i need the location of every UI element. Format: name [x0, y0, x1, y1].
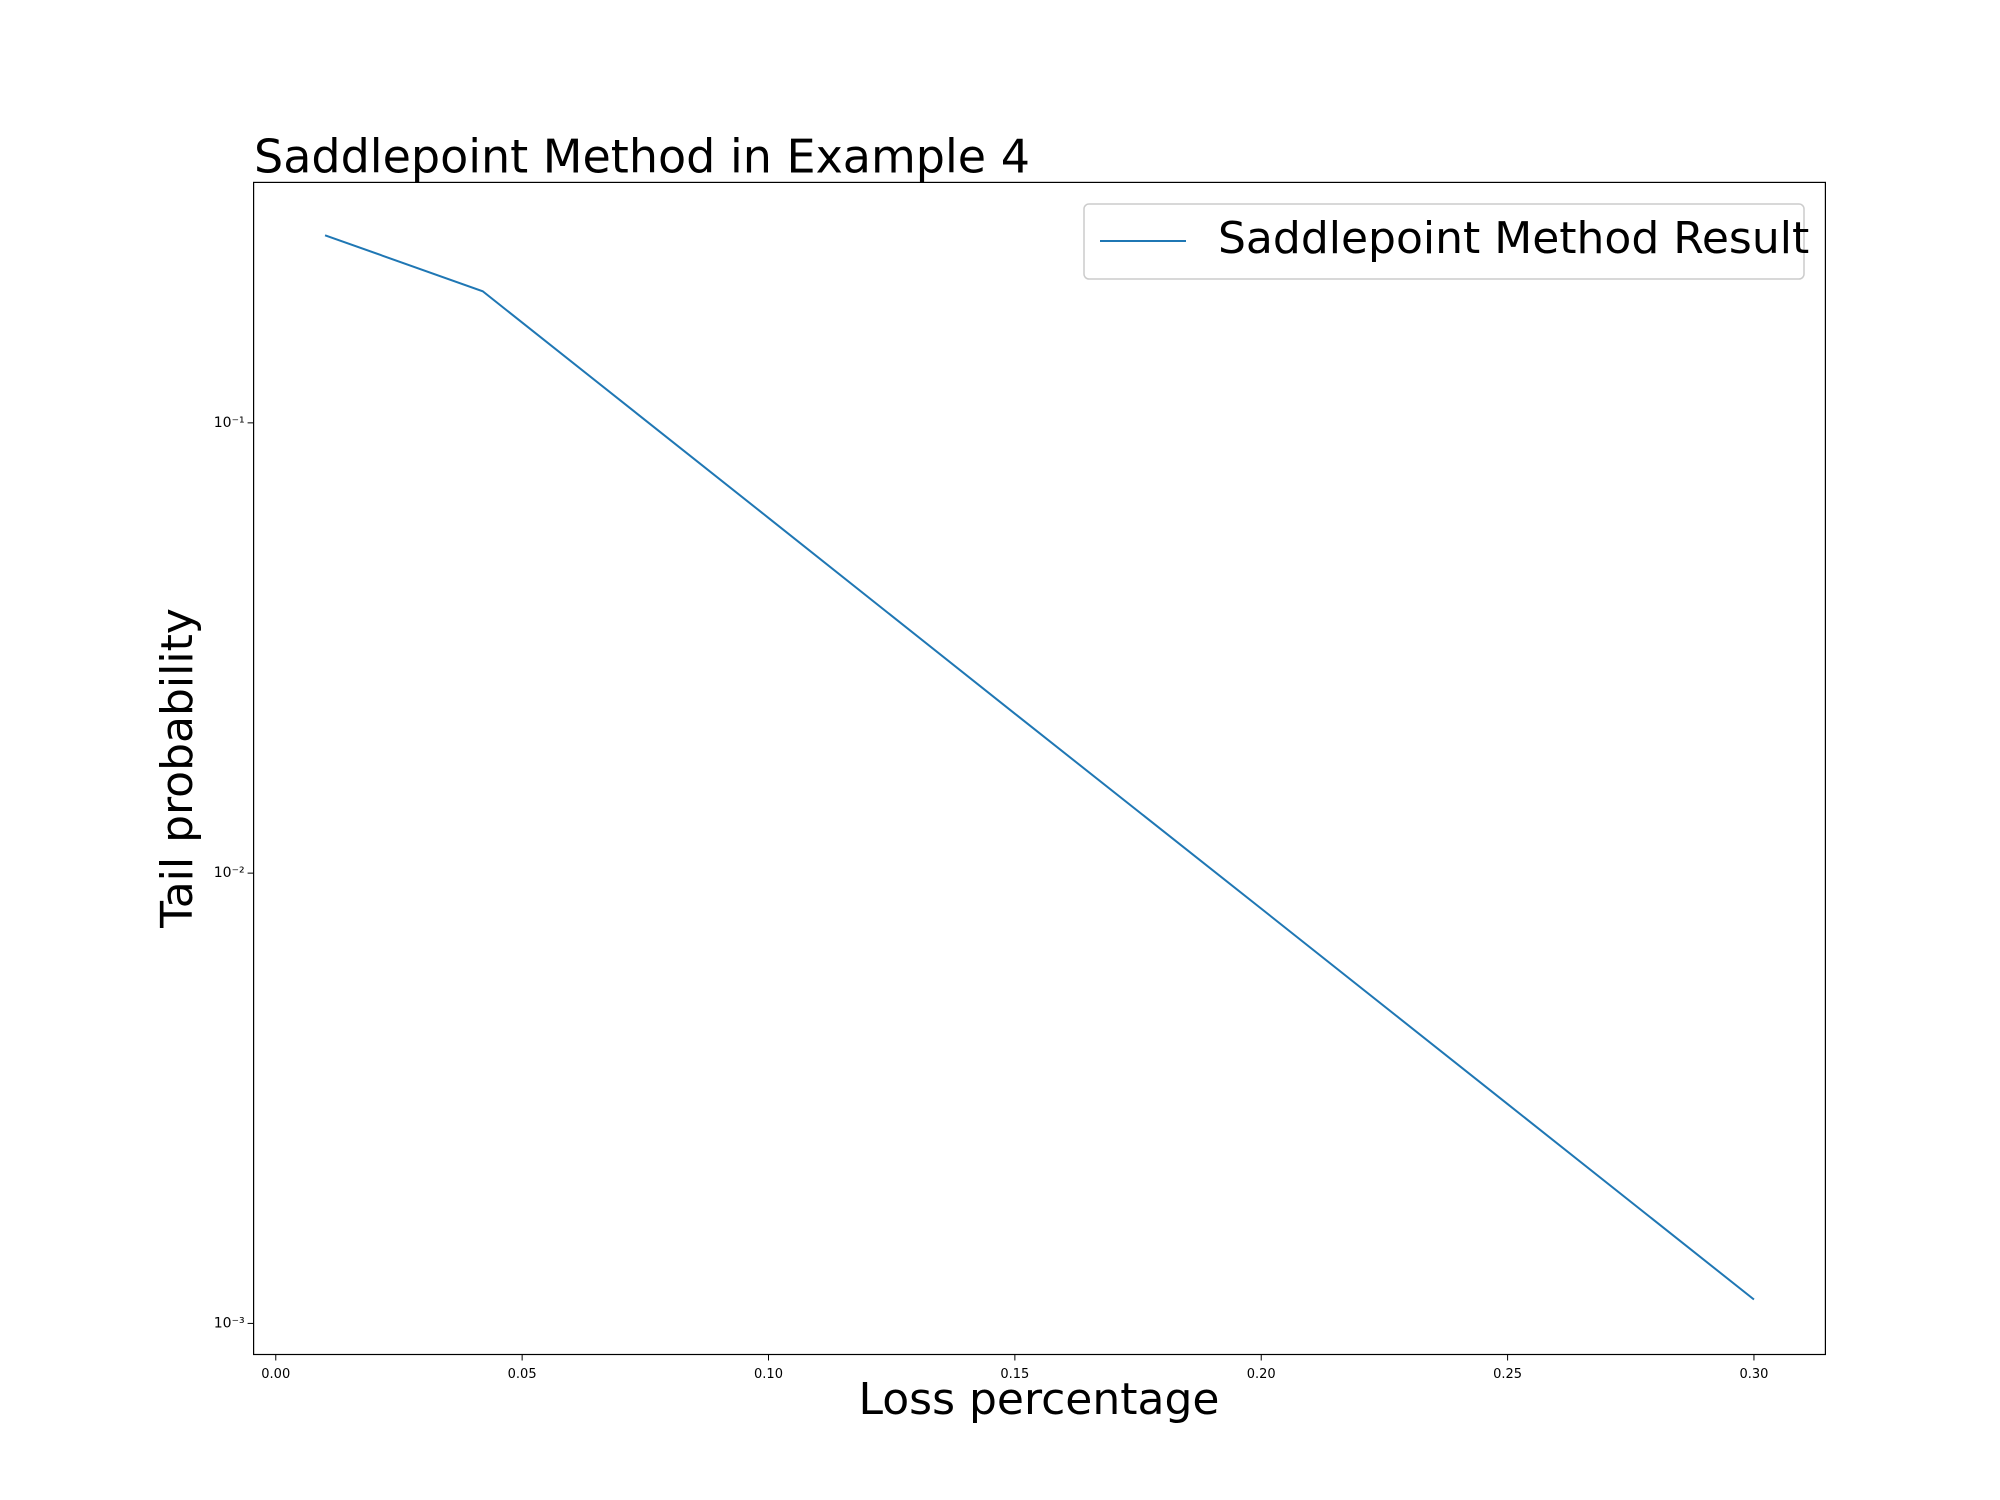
x-tick-label: 0.05 — [508, 1367, 537, 1382]
chart-title: Saddlepoint Method in Example 4 — [254, 130, 1030, 184]
x-tick-label: 0.15 — [1000, 1367, 1029, 1382]
x-tick-label: 0.00 — [261, 1367, 290, 1382]
x-axis-label: Loss percentage — [859, 1374, 1220, 1425]
x-tick-label: 0.20 — [1247, 1367, 1276, 1382]
x-tick-label: 0.30 — [1739, 1367, 1768, 1382]
legend-box — [1083, 203, 1805, 280]
legend-label: Saddlepoint Method Result — [1218, 213, 1809, 264]
y-tick-label: 10⁻¹ — [214, 415, 245, 431]
plot-frame — [253, 181, 1827, 1356]
y-axis-label: Tail probability — [152, 608, 203, 929]
x-tick-label: 0.25 — [1493, 1367, 1522, 1382]
y-tick-label: 10⁻² — [214, 865, 245, 881]
data-line — [324, 234, 1755, 1301]
y-tick-label: 10⁻³ — [214, 1315, 245, 1331]
x-tick-label: 0.10 — [754, 1367, 783, 1382]
